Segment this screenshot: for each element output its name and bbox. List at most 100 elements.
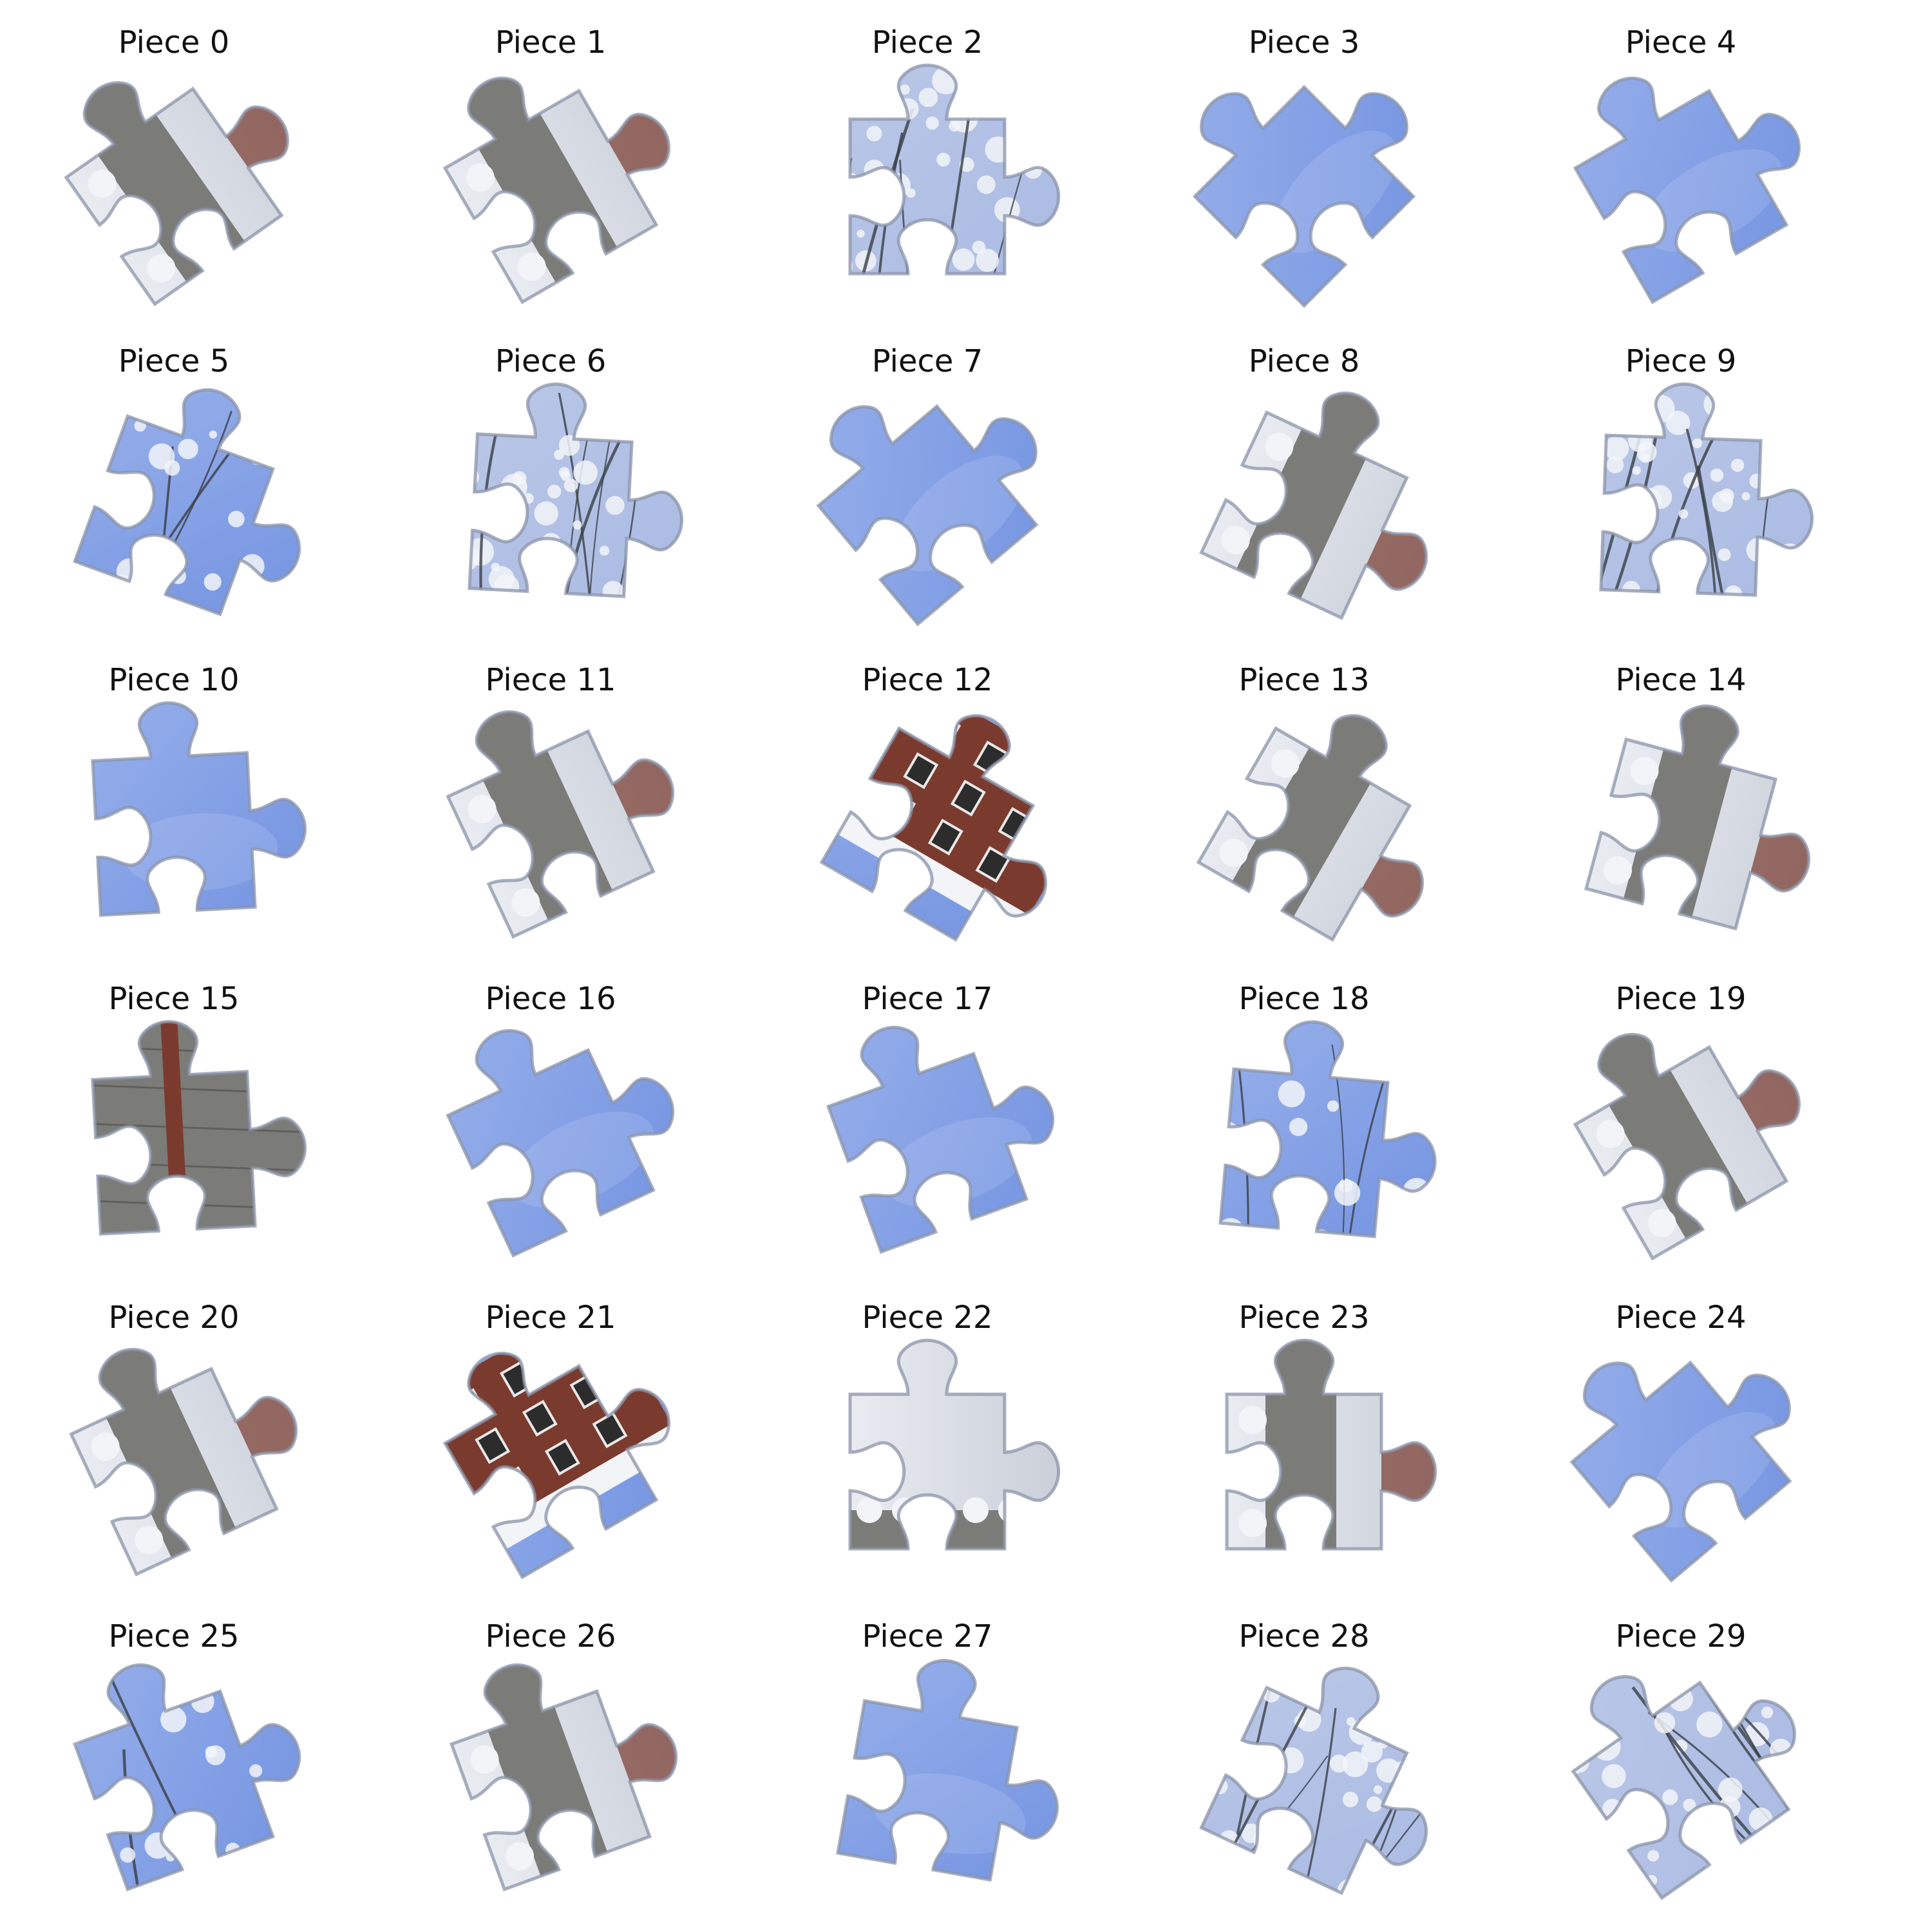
piece-label: Piece 6 [495,343,607,379]
puzzle-piece-cell: Piece 29 [1507,1607,1855,1926]
piece-label: Piece 25 [108,1618,240,1654]
puzzle-piece[interactable] [1537,1286,1832,1600]
puzzle-piece-cell: Piece 21 [377,1288,724,1607]
puzzle-piece-outline [442,76,671,305]
puzzle-piece[interactable] [422,1622,701,1919]
puzzle-piece-cell: Piece 28 [1130,1607,1479,1926]
puzzle-piece-cell: Piece 5 [0,332,348,651]
puzzle-piece-cell: Piece 2 [753,13,1101,332]
puzzle-piece[interactable] [799,681,1107,967]
puzzle-piece-cell: Piece 4 [1507,13,1855,332]
puzzle-piece-cell: Piece 27 [753,1607,1101,1926]
piece-label: Piece 12 [862,662,993,698]
puzzle-piece[interactable] [1175,681,1484,967]
piece-label: Piece 18 [1238,981,1370,1017]
puzzle-piece-cell: Piece 18 [1130,969,1478,1289]
puzzle-piece[interactable] [1175,1638,1479,1919]
puzzle-piece[interactable] [422,978,703,1282]
puzzle-piece-outline [816,404,1039,627]
piece-label: Piece 1 [495,24,607,61]
piece-label: Piece 8 [1248,343,1360,379]
piece-label: Piece 9 [1625,343,1737,379]
piece-label: Piece 16 [485,981,616,1017]
piece-label: Piece 11 [485,662,616,698]
piece-label: Piece 27 [862,1618,993,1654]
puzzle-piece-cell: Piece 9 [1507,332,1855,651]
puzzle-piece[interactable] [45,1622,324,1919]
puzzle-piece-outline [1192,84,1416,308]
piece-label: Piece 28 [1238,1618,1370,1654]
puzzle-piece[interactable] [1175,1015,1446,1282]
puzzle-piece[interactable] [1552,381,1817,644]
piece-label: Piece 10 [108,662,240,698]
puzzle-piece-outline [1571,1675,1796,1900]
puzzle-piece-cell: Piece 14 [1507,650,1855,970]
piece-label: Piece 29 [1615,1618,1747,1654]
puzzle-piece[interactable] [422,659,703,963]
puzzle-piece-cell: Piece 19 [1507,969,1855,1289]
puzzle-piece-outline [446,710,675,939]
piece-label: Piece 13 [1238,662,1370,698]
puzzle-piece-outline [468,382,684,598]
puzzle-piece-cell: Piece 17 [753,969,1101,1289]
puzzle-piece-outline [819,714,1048,942]
puzzle-piece-cell: Piece 23 [1130,1288,1478,1607]
puzzle-piece-outline [446,1028,675,1258]
puzzle-piece[interactable] [799,984,1077,1282]
puzzle-piece-cell: Piece 3 [1130,10,1478,332]
puzzle-piece-outline [1573,76,1801,305]
puzzle-piece-cell: Piece 25 [0,1607,348,1926]
puzzle-piece[interactable] [1548,973,1833,1282]
puzzle-piece-cell: Piece 22 [753,1288,1101,1607]
puzzle-piece-outline [836,1659,1059,1882]
puzzle-piece[interactable] [45,1014,309,1282]
puzzle-piece[interactable] [799,1338,1061,1600]
puzzle-piece[interactable] [1175,1338,1437,1600]
puzzle-piece[interactable] [1552,687,1842,963]
puzzle-piece[interactable] [35,14,326,325]
puzzle-piece-outline [1573,1032,1801,1261]
puzzle-piece-outline [1225,1338,1437,1551]
puzzle-piece[interactable] [1542,1607,1833,1919]
puzzle-piece-cell: Piece 24 [1507,1286,1855,1607]
puzzle-piece-outline [64,81,289,307]
puzzle-piece-outline [69,1347,298,1577]
puzzle-piece-cell: Piece 13 [1130,650,1484,970]
puzzle-piece-cell: Piece 7 [753,330,1101,651]
puzzle-piece[interactable] [1548,17,1833,325]
puzzle-piece[interactable] [45,365,343,644]
puzzle-piece-outline [72,388,301,617]
piece-label: Piece 14 [1615,662,1747,698]
piece-label: Piece 19 [1615,981,1747,1017]
piece-label: Piece 24 [1615,1300,1747,1336]
puzzle-piece-outline [1599,382,1814,597]
piece-label: Piece 3 [1248,24,1360,61]
puzzle-piece[interactable] [1157,10,1452,325]
puzzle-piece[interactable] [1175,363,1479,644]
puzzle-piece[interactable] [422,380,689,644]
puzzle-piece-cell: Piece 1 [377,13,724,332]
puzzle-piece[interactable] [45,1297,326,1600]
puzzle-piece[interactable] [784,330,1078,644]
puzzle-piece-outline [1569,1360,1792,1583]
piece-label: Piece 0 [118,24,230,61]
piece-label: Piece 4 [1625,24,1737,61]
puzzle-piece-outline [91,701,307,917]
puzzle-piece-outline [848,63,1061,276]
puzzle-piece[interactable] [799,63,1061,325]
puzzle-piece[interactable] [799,1647,1080,1919]
puzzle-piece-cell: Piece 20 [0,1288,348,1607]
puzzle-piece[interactable] [418,1292,703,1600]
puzzle-piece-outline [1584,704,1811,931]
puzzle-piece-outline [449,1663,678,1892]
puzzle-piece[interactable] [418,17,703,325]
puzzle-piece-cell: Piece 26 [377,1607,724,1926]
puzzle-piece-outline [1218,1020,1437,1238]
piece-label: Piece 5 [118,343,230,379]
puzzle-piece[interactable] [45,696,309,963]
puzzle-piece-cell: Piece 8 [1130,332,1479,651]
puzzle-piece-outline [1199,391,1428,620]
puzzle-piece-cell: Piece 0 [0,13,348,332]
puzzle-piece-cell: Piece 12 [753,650,1107,970]
